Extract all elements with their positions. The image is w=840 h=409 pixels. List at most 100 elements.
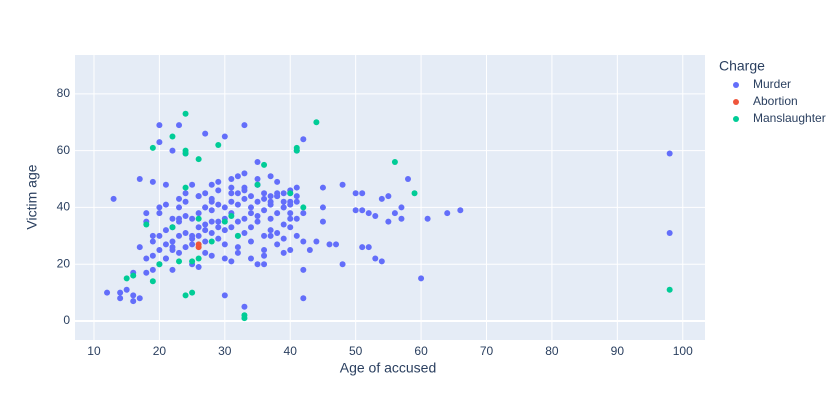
point [136,244,143,251]
point [195,224,202,231]
point [195,255,202,262]
point [254,181,261,188]
point [221,227,228,234]
point [149,238,156,245]
point [195,232,202,239]
point [274,229,281,236]
point [666,286,673,293]
legend-marker[interactable] [733,116,739,122]
point [247,210,254,217]
point [254,218,261,225]
point [247,204,254,211]
point [418,275,425,282]
legend-marker[interactable] [733,99,739,105]
point [162,181,169,188]
y-tick-label: 0 [63,313,70,327]
point [444,210,451,217]
point [202,249,209,256]
point [359,244,366,251]
legend-label[interactable]: Murder [753,77,791,91]
point [182,190,189,197]
point [208,229,215,236]
point [293,184,300,191]
point [666,229,673,236]
point [385,218,392,225]
point [195,156,202,163]
y-tick-label: 80 [57,86,71,100]
point [169,224,176,231]
point [378,258,385,265]
point [287,247,294,254]
point [221,204,228,211]
point [241,195,248,202]
point [202,130,209,137]
point [228,198,235,205]
point [254,261,261,268]
point [221,218,228,225]
point [274,178,281,185]
point [267,198,274,205]
point [208,207,215,214]
point [215,201,222,208]
point [261,161,268,168]
point [241,215,248,222]
point [287,201,294,208]
point [287,190,294,197]
grid [75,55,705,340]
point [293,147,300,154]
point [359,207,366,214]
point [208,252,215,259]
point [195,215,202,222]
legend-label[interactable]: Abortion [753,94,798,108]
x-axis-title: Age of accused [340,360,437,376]
point [189,258,196,265]
point [149,232,156,239]
point [176,215,183,222]
point [300,295,307,302]
point [169,266,176,273]
point [234,232,241,239]
point [123,275,130,282]
point [130,298,137,305]
point [143,221,150,228]
point [228,190,235,197]
point [254,198,261,205]
point [280,190,287,197]
point [234,218,241,225]
point [333,241,340,248]
point [241,122,248,129]
y-tick-label: 40 [57,200,71,214]
point [228,224,235,231]
point [123,286,130,293]
x-tick-label: 70 [480,344,494,358]
point [261,207,268,214]
legend-title: Charge [719,58,765,74]
point [326,241,333,248]
point [365,210,372,217]
point [313,238,320,245]
x-tick-label: 60 [414,344,428,358]
point [136,295,143,302]
point [234,244,241,251]
point [195,193,202,200]
point [156,139,163,146]
point [176,249,183,256]
point [195,210,202,217]
legend-label[interactable]: Manslaughter [753,111,826,125]
point [300,136,307,143]
point [457,207,464,214]
point [247,224,254,231]
point [254,159,261,166]
point [221,255,228,262]
legend-marker[interactable] [733,82,739,88]
point [156,210,163,217]
point [339,181,346,188]
point [280,235,287,242]
point [306,247,313,254]
point [156,232,163,239]
point [261,261,268,268]
point [267,215,274,222]
point [300,238,307,245]
point [176,232,183,239]
point [267,193,274,200]
